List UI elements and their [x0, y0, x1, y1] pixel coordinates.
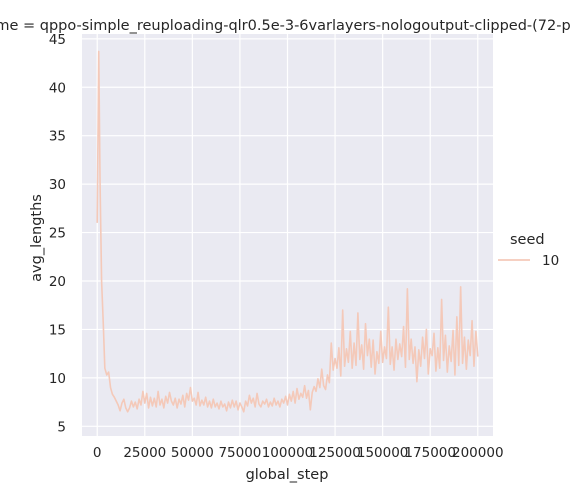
legend-entry-label: 10 [542, 253, 559, 269]
x-tick-label: 0 [93, 445, 102, 461]
y-tick-label: 25 [49, 226, 66, 242]
legend-title: seed [510, 232, 545, 248]
x-tick-label: 175000 [404, 445, 456, 461]
chart-title: me = qppo-simple_reuploading-qlr0.5e-3-6… [0, 18, 571, 34]
legend: seed 10 [498, 232, 559, 269]
x-axis-label: global_step [246, 467, 329, 483]
x-tick-label: 200000 [452, 445, 504, 461]
x-tick-label: 75000 [218, 445, 261, 461]
y-tick-label: 20 [49, 274, 66, 290]
x-tick-label: 25000 [123, 445, 166, 461]
y-axis-label: avg_lengths [29, 194, 45, 282]
y-tick-label: 40 [49, 80, 66, 96]
y-tick-label: 15 [49, 322, 66, 338]
x-tick-label: 50000 [171, 445, 214, 461]
y-tick-label: 45 [49, 32, 66, 48]
series-line-seed-10 [96, 50, 479, 413]
y-tick-label: 35 [49, 129, 66, 145]
y-tick-label: 5 [57, 419, 66, 435]
x-tick-label: 150000 [357, 445, 409, 461]
x-tick-label: 100000 [262, 445, 314, 461]
y-tick-label: 10 [49, 371, 66, 387]
y-tick-label: 30 [49, 177, 66, 193]
x-tick-label: 125000 [309, 445, 361, 461]
